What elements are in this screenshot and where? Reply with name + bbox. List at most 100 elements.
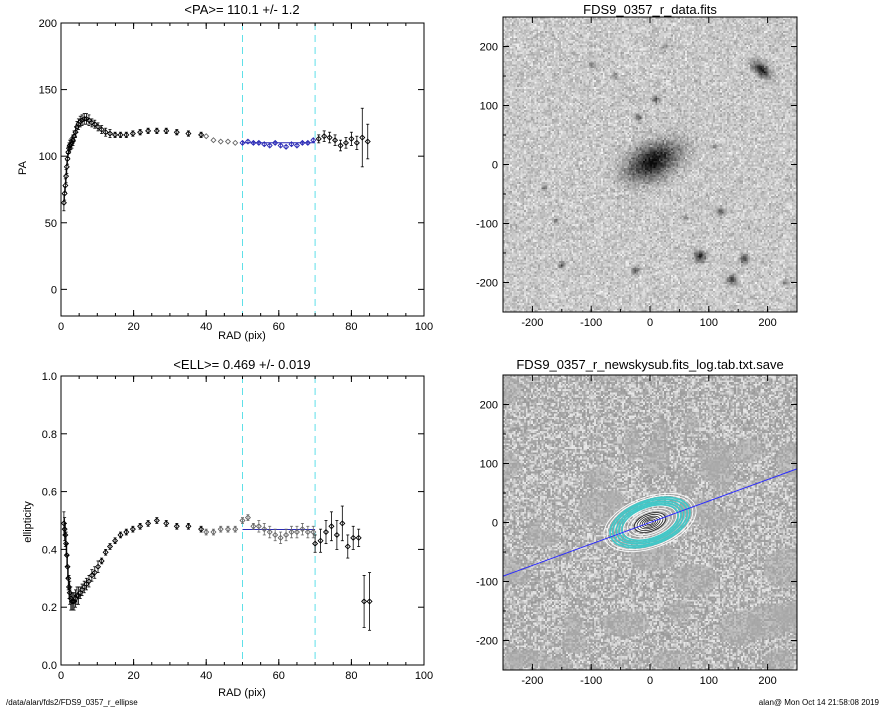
data-point (342, 139, 349, 146)
data-point (63, 540, 70, 547)
data-point (337, 142, 344, 149)
data-point (310, 137, 317, 144)
data-point (348, 135, 355, 142)
data-point (91, 121, 98, 128)
model-image-panel: FDS9_0357_r_newskysub.fits_log.tab.txt.s… (476, 357, 798, 687)
x-tick-label-4: 80 (345, 321, 357, 333)
data-point (60, 199, 67, 206)
data-point (321, 133, 328, 140)
data-point (145, 520, 152, 527)
residual-blotch (624, 425, 641, 462)
ell-plot-title: <ELL>= 0.469 +/- 0.019 (173, 357, 310, 372)
residual-blotch (591, 375, 627, 382)
galaxy-image (503, 17, 797, 312)
data-point (112, 537, 119, 544)
data-point (232, 526, 239, 533)
residual-blotch (642, 438, 670, 476)
data-point (359, 134, 366, 141)
x-tick-label-3: 100 (700, 675, 718, 687)
residual-blotch (698, 511, 740, 529)
y-tick-label-0: 0 (51, 284, 57, 296)
data-point (261, 141, 268, 148)
residual-blotch (684, 411, 697, 431)
data-point (65, 583, 73, 591)
y-tick-label-4: 200 (480, 400, 498, 412)
residual-blotch (746, 603, 790, 640)
data-point (94, 123, 102, 130)
data-point (85, 117, 92, 124)
data-point (304, 139, 311, 146)
y-tick-label-0: -200 (476, 278, 498, 290)
data-point (68, 598, 75, 605)
pa-plot-title: <PA>= 110.1 +/- 1.2 (184, 2, 299, 17)
x-tick-label-1: -100 (580, 675, 602, 687)
residual-blotch (564, 612, 583, 636)
data-point (288, 529, 295, 536)
data-point (350, 534, 357, 541)
x-tick-label-3: 60 (273, 321, 285, 333)
data-point (288, 141, 295, 148)
data-point (224, 138, 232, 145)
x-tick-label-5: 100 (415, 670, 433, 682)
y-tick-label-1: 50 (45, 218, 57, 230)
data-point (339, 520, 346, 527)
data-point (232, 139, 239, 146)
data-point (332, 137, 339, 144)
data-point (137, 523, 144, 530)
residual-blotch (562, 630, 587, 654)
data-point (203, 133, 210, 140)
data-point (117, 531, 124, 538)
data-point (163, 520, 170, 527)
data-point (272, 531, 279, 538)
data-point (163, 127, 170, 134)
data-point (277, 142, 284, 149)
x-tick-label-2: 0 (647, 675, 653, 687)
data-point (328, 523, 335, 530)
x-tick-label-2: 40 (200, 321, 212, 333)
y-tick-label-3: 100 (480, 459, 498, 471)
data-point (88, 119, 95, 126)
data-point (333, 531, 340, 538)
data-point (94, 563, 102, 570)
data-point (88, 572, 95, 579)
data-point (312, 540, 319, 547)
pa-profile-plot: <PA>= 110.1 +/- 1.2 RAD (pix) PA 0 20 40 60… (17, 2, 433, 342)
x-tick-label-3: 60 (273, 670, 285, 682)
data-point (283, 143, 290, 150)
ellipticity-profile-plot: <ELL>= 0.469 +/- 0.019 RAD (pix) ellipti… (22, 357, 433, 699)
y-tick-label-2: 100 (39, 151, 57, 163)
data-point (137, 129, 144, 136)
y-tick-label-0: -200 (476, 636, 498, 648)
residual-blotch (539, 657, 573, 670)
data-point (210, 529, 217, 536)
y-tick-label-1: -100 (476, 219, 498, 231)
data-point (293, 529, 300, 536)
y-tick-label-4: 200 (39, 18, 57, 30)
x-tick-label-5: 100 (415, 321, 433, 333)
x-tick-label-1: 20 (127, 321, 139, 333)
y-tick-label-3: 100 (480, 101, 498, 113)
data-point (153, 127, 160, 134)
ell-x-axis-label: RAD (pix) (218, 687, 266, 699)
data-point (69, 137, 77, 144)
data-point (217, 138, 224, 145)
data-point (123, 131, 130, 138)
x-tick-label-2: 40 (200, 670, 212, 682)
residual-blotch (601, 611, 650, 637)
data-point (239, 517, 246, 524)
residual-blotch (697, 439, 733, 471)
data-point (255, 139, 262, 146)
data-point (123, 529, 130, 536)
data-point (250, 139, 257, 146)
data-point (66, 589, 73, 596)
data-point (203, 529, 210, 536)
data-point (65, 149, 72, 156)
data-point (145, 127, 152, 134)
data-point (173, 523, 180, 530)
data-point (355, 534, 362, 541)
residual-blotch (506, 650, 548, 667)
data-point (91, 569, 98, 576)
data-point (315, 135, 322, 142)
data-point (98, 126, 105, 133)
